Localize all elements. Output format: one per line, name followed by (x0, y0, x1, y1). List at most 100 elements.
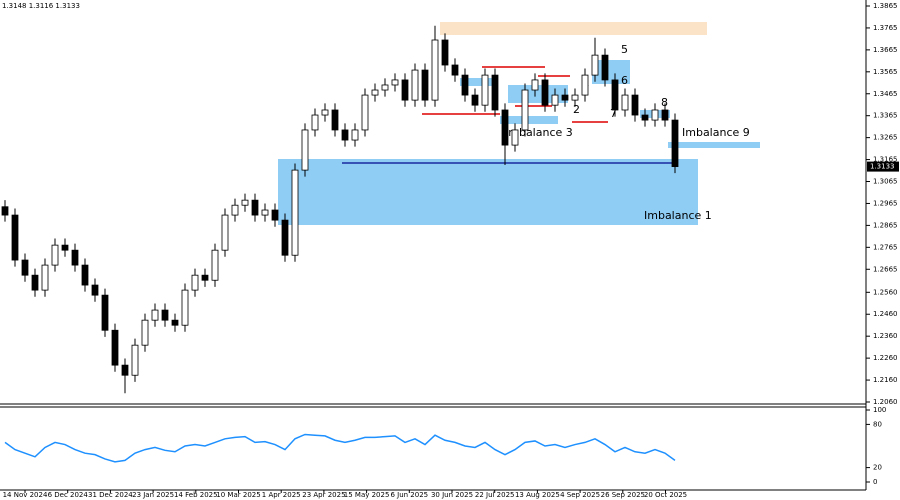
price-header: 1.3148 1.3116 1.3133 (2, 2, 80, 10)
imbalance-zone (278, 159, 698, 225)
candle-body (621, 94, 629, 111)
candle-body (161, 309, 169, 321)
x-tick-label: 23 Jan 2025 (132, 491, 174, 499)
candle-body (51, 244, 59, 266)
osc-tick-label: 20 (873, 464, 882, 472)
x-tick-label: 22 Jul 2025 (475, 491, 515, 499)
candle-body (541, 79, 549, 106)
imbalance-zone (460, 78, 496, 86)
candle-body (311, 114, 319, 131)
candle-body (171, 319, 179, 326)
y-tick-label: 1.2665 (873, 265, 898, 273)
candle-body (471, 94, 479, 106)
candle-body (551, 94, 559, 106)
candle-body (411, 69, 419, 101)
y-tick-label: 1.3465 (873, 90, 898, 98)
candle-body (451, 64, 459, 76)
x-tick-label: 26 Sep 2025 (601, 491, 645, 499)
annotation: 7 (610, 107, 617, 120)
candle-body (11, 214, 19, 261)
candle-body (591, 54, 599, 76)
y-tick-label: 1.2965 (873, 199, 898, 207)
candle-body (571, 94, 579, 101)
candle-body (631, 94, 639, 116)
candle-body (181, 289, 189, 326)
imbalance-zone (500, 116, 558, 124)
x-tick-label: 23 Apr 2025 (302, 491, 345, 499)
osc-tick-label: 100 (873, 406, 886, 414)
oscillator-line (4, 433, 676, 463)
candle-body (201, 274, 209, 281)
candle-body (651, 109, 659, 121)
candle-body (211, 249, 219, 281)
x-tick-label: 4 Sep 2025 (560, 491, 600, 499)
candle-body (321, 109, 329, 116)
x-tick-label: 20 Oct 2025 (644, 491, 687, 499)
candle-body (141, 319, 149, 346)
y-tick-label: 1.2560 (873, 288, 898, 296)
candle-body (381, 84, 389, 91)
x-tick-label: 14 Nov 2024 (3, 491, 48, 499)
y-tick-label: 1.3165 (873, 156, 898, 164)
candle-body (461, 74, 469, 96)
y-tick-label: 1.3865 (873, 2, 898, 10)
x-tick-label: 6 Jun 2025 (390, 491, 428, 499)
candle-body (261, 209, 269, 216)
y-tick-label: 1.2360 (873, 332, 898, 340)
y-tick-label: 1.3665 (873, 46, 898, 54)
candle-body (371, 89, 379, 96)
osc-tick-label: 80 (873, 420, 882, 428)
x-tick-label: 31 Dec 2024 (88, 491, 133, 499)
candle-body (71, 249, 79, 266)
annotation: 6 (621, 74, 628, 87)
candle-body (251, 199, 259, 216)
y-tick-label: 1.3765 (873, 24, 898, 32)
x-tick-label: 15 May 2025 (344, 491, 390, 499)
candle-body (1, 206, 9, 216)
candle-body (281, 219, 289, 256)
candle-body (271, 209, 279, 221)
y-tick-label: 1.2865 (873, 221, 898, 229)
candle-body (331, 109, 339, 131)
x-tick-label: 14 Feb 2025 (174, 491, 218, 499)
y-tick-label: 1.2060 (873, 398, 898, 406)
annotation: Imbalance 9 (682, 126, 750, 139)
candle-body (561, 94, 569, 101)
candle-body (521, 89, 529, 131)
candle-body (301, 129, 309, 171)
candle-body (31, 274, 39, 291)
price-label: 1.3133 (870, 163, 895, 171)
candle-body (151, 309, 159, 321)
candle-body (351, 129, 359, 141)
x-tick-label: 30 Jun 2025 (431, 491, 473, 499)
y-tick-label: 1.3265 (873, 134, 898, 142)
candle-body (101, 294, 109, 331)
candle-body (661, 109, 669, 121)
price-label-box (867, 161, 899, 172)
candle-body (221, 214, 229, 251)
candle-body (481, 74, 489, 106)
candle-body (431, 39, 439, 101)
x-tick-label: 10 Mar 2025 (216, 491, 260, 499)
candle-body (531, 79, 539, 91)
candle-body (21, 259, 29, 276)
y-tick-label: 1.2765 (873, 243, 898, 251)
y-tick-label: 1.3365 (873, 112, 898, 120)
osc-tick-label: 0 (873, 478, 877, 486)
annotation: 2 (573, 103, 580, 116)
y-tick-label: 1.2160 (873, 376, 898, 384)
annotation: 5 (621, 43, 628, 56)
candle-body (241, 199, 249, 206)
candle-body (401, 79, 409, 101)
candle-body (341, 129, 349, 141)
y-tick-label: 1.3065 (873, 178, 898, 186)
imbalance-zone (668, 142, 760, 148)
candle-body (111, 329, 119, 366)
x-tick-label: 13 Aug 2025 (515, 491, 560, 499)
x-tick-label: 6 Dec 2024 (48, 491, 89, 499)
x-tick-label: 1 Apr 2025 (262, 491, 301, 499)
candle-body (131, 344, 139, 376)
candle-body (501, 109, 509, 146)
